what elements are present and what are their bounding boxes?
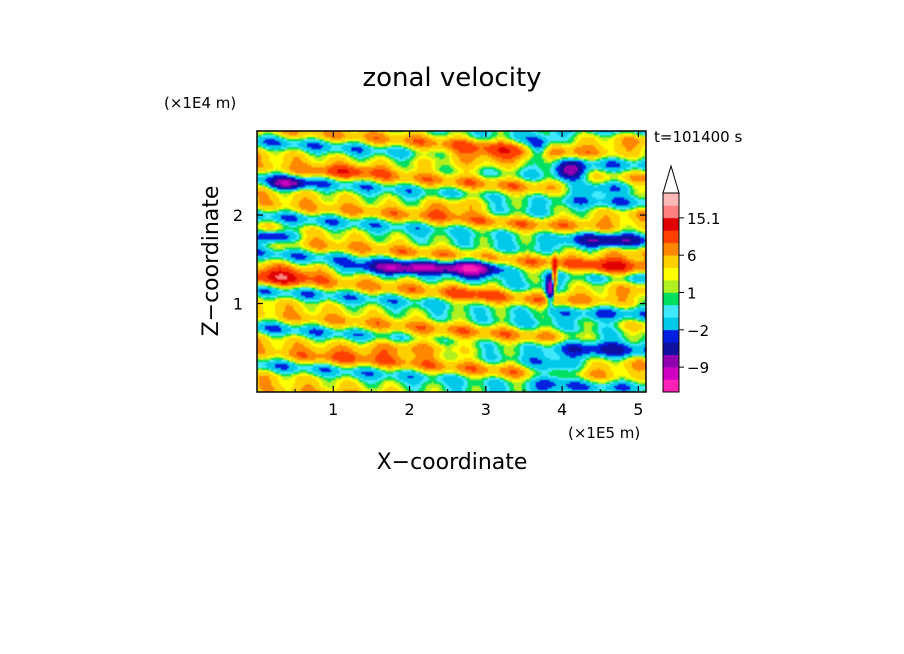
colorbar-extend-arrow (662, 164, 680, 194)
x-axis: 1 2 3 4 5 (294, 131, 643, 419)
colorbar-swatch (663, 354, 679, 368)
x-tick-label: 1 (328, 400, 338, 419)
colorbar-swatch (663, 242, 679, 256)
colorbar-swatch (663, 267, 679, 281)
colorbar-swatch (663, 304, 679, 318)
plot-area (256, 130, 647, 393)
colorbar-label: −2 (687, 322, 709, 340)
colorbar-swatch (663, 292, 679, 306)
colorbar-label: 6 (687, 247, 697, 265)
colorbar-swatch (663, 230, 679, 244)
colorbar-swatch (663, 193, 679, 206)
x-tick-label: 4 (557, 400, 567, 419)
chart-title: zonal velocity (362, 63, 541, 93)
colorbar-swatch (663, 342, 679, 355)
y-axis-label: Z−coordinate (199, 186, 224, 337)
x-tick-label: 3 (481, 400, 491, 419)
colorbar-swatch (663, 280, 679, 293)
y-axis: 12 (233, 206, 646, 314)
time-label: t=101400 s (654, 128, 742, 146)
x-axis-label: X−coordinate (377, 450, 528, 475)
colorbar-label: 1 (687, 285, 697, 303)
colorbar-swatch (663, 367, 679, 380)
colorbar-swatch (663, 217, 679, 231)
x-tick-label: 2 (404, 400, 414, 419)
colorbar-swatch (663, 379, 679, 393)
y-tick-label: 1 (233, 295, 243, 314)
plot-frame (256, 130, 647, 393)
colorbar-swatch (663, 329, 679, 343)
colorbar-label: −9 (687, 359, 709, 377)
colorbar-swatch (663, 317, 679, 331)
colorbar: 15.1 6 1 −2 −9 (662, 164, 720, 393)
x-tick-label: 5 (633, 400, 643, 419)
velocity-heatmap (257, 131, 646, 392)
y-axis-unit: (×1E4 m) (164, 94, 236, 112)
colorbar-swatch (663, 255, 679, 268)
y-tick-label: 2 (233, 206, 243, 225)
colorbar-label: 15.1 (687, 210, 720, 228)
colorbar-swatch (663, 205, 679, 219)
x-axis-unit: (×1E5 m) (568, 424, 640, 442)
